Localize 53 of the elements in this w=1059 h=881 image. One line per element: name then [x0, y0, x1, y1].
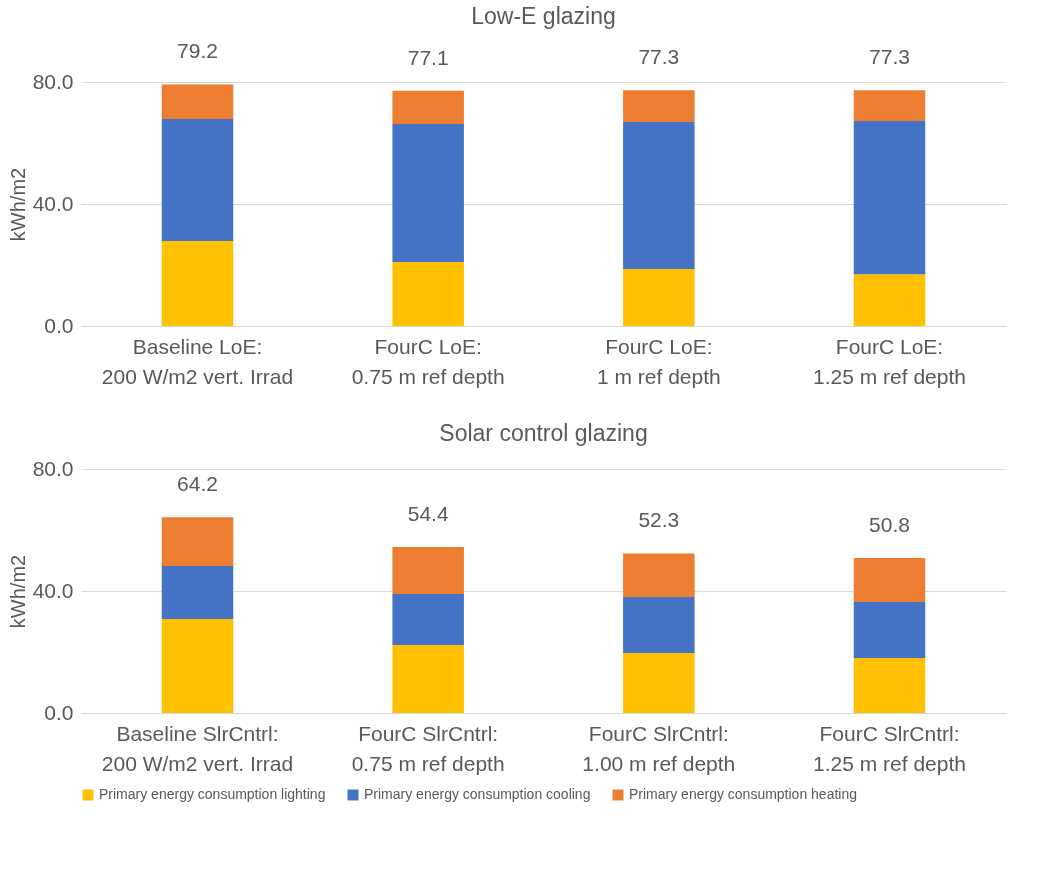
bar: [853, 274, 926, 326]
bar: [161, 619, 234, 713]
legend-label: Primary energy consumption cooling: [364, 786, 591, 802]
total-label: 52.3: [638, 508, 680, 532]
x-tick-label: FourC LoE: 1 m ref depth: [596, 334, 721, 388]
bar: [161, 118, 234, 241]
bar: [853, 658, 926, 713]
bar: [623, 90, 695, 122]
x-tick-label: Baseline LoE: 200 W/m2 vert. Irrad: [101, 334, 294, 388]
legend-label: Primary energy consumption heating: [629, 786, 858, 802]
total-label: 77.1: [407, 45, 449, 69]
bar: [392, 547, 464, 595]
chart-title: Low-E glazing: [471, 3, 616, 30]
bar: [623, 553, 695, 598]
x-tick-label: FourC LoE: 1.25 m ref depth: [813, 334, 966, 388]
y-tick-label: 80.0: [32, 456, 74, 480]
bar: [392, 90, 464, 125]
bar: [392, 124, 464, 262]
bar: [623, 652, 695, 713]
bar: [623, 268, 695, 326]
bar: [853, 601, 926, 659]
y-tick-label: 0.0: [44, 313, 74, 337]
x-tick-label: FourC LoE: 0.75 m ref depth: [351, 334, 505, 388]
y-tick-label: 40.0: [32, 191, 74, 215]
y-axis-title: kWh/m2: [6, 554, 29, 629]
bar: [853, 90, 926, 122]
total-label: 50.8: [869, 513, 910, 537]
bar: [161, 517, 234, 566]
x-tick-label: Baseline SlrCntrl: 200 W/m2 vert. Irrad: [101, 721, 294, 775]
bar: [161, 240, 234, 326]
bar: [623, 121, 695, 269]
total-label: 77.3: [638, 45, 680, 69]
total-label: 77.3: [869, 45, 910, 69]
chart-title: Solar control glazing: [439, 420, 648, 446]
y-tick-label: 80.0: [32, 69, 74, 93]
bar: [853, 558, 926, 602]
x-tick-label: FourC SlrCntrl: 1.25 m ref depth: [813, 721, 966, 775]
total-label: 64.2: [177, 472, 218, 496]
total-label: 54.4: [407, 502, 449, 526]
legend-label: Primary energy consumption lighting: [99, 786, 326, 802]
bar: [392, 644, 464, 713]
bar: [392, 261, 464, 326]
x-tick-label: FourC SlrCntrl: 0.75 m ref depth: [351, 721, 505, 775]
y-tick-label: 40.0: [32, 578, 74, 602]
bar: [853, 121, 926, 275]
total-label: 79.2: [177, 39, 218, 63]
bar: [623, 597, 695, 653]
y-axis-title: kWh/m2: [6, 167, 29, 242]
y-tick-label: 0.0: [44, 700, 74, 724]
bar: [161, 565, 234, 620]
bar: [161, 84, 234, 119]
x-tick-label: FourC SlrCntrl: 1.00 m ref depth: [582, 721, 736, 775]
bar: [392, 594, 464, 645]
